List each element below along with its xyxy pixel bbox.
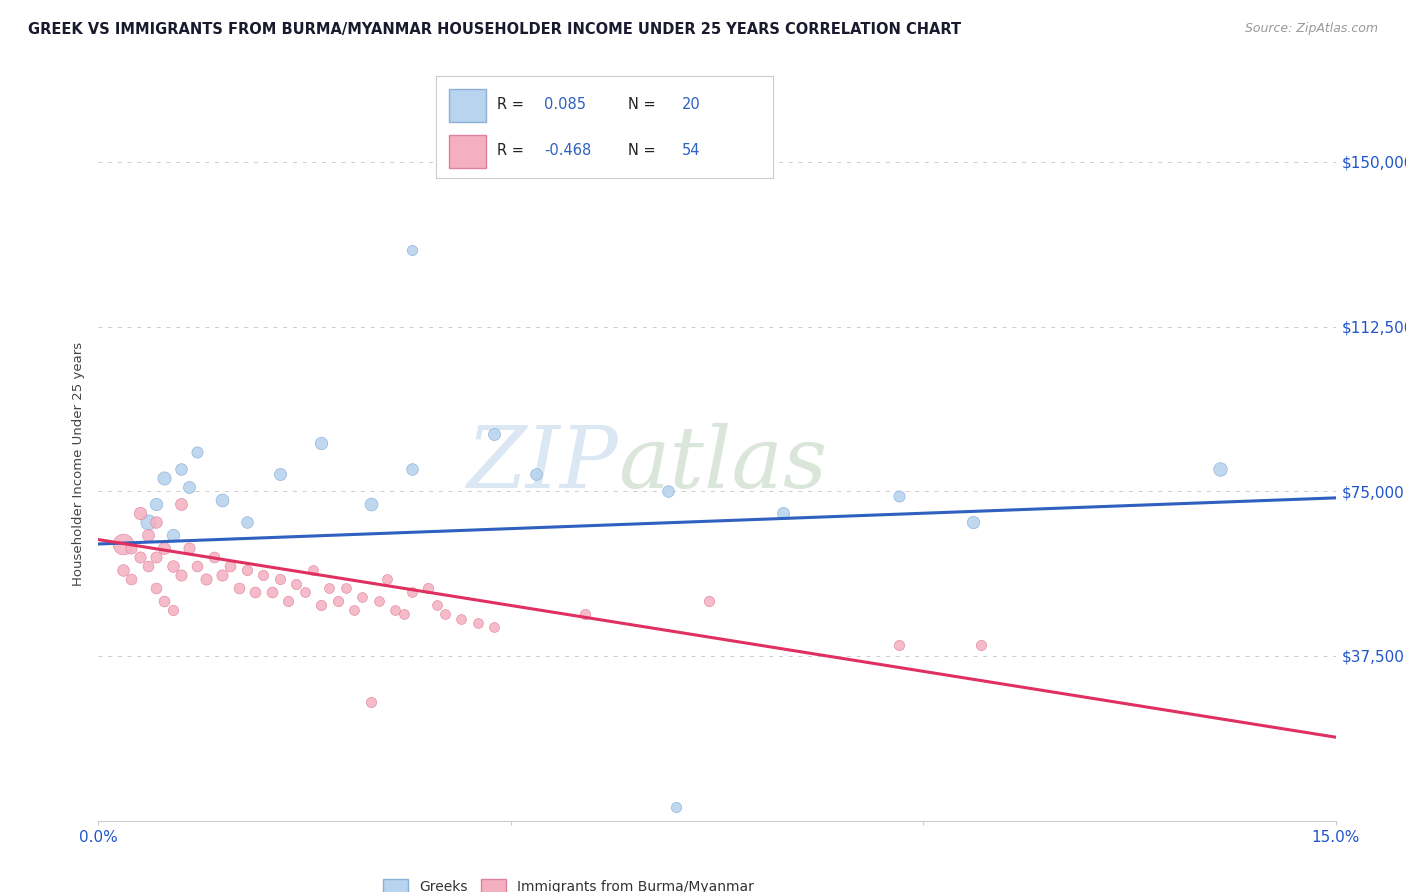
Point (970, 638, 993, 652)
Point (294, 585, 316, 599)
FancyBboxPatch shape (450, 136, 486, 168)
Point (418, 581, 440, 595)
Point (236, 515, 259, 529)
Point (426, 599, 449, 613)
Point (392, 607, 415, 622)
FancyBboxPatch shape (450, 89, 486, 122)
Point (252, 567, 274, 582)
Point (202, 550, 225, 565)
Point (162, 603, 184, 617)
Point (401, 585, 423, 599)
Point (243, 585, 266, 599)
Point (153, 594, 176, 608)
Point (269, 467, 291, 481)
Point (1209, 462, 1232, 476)
Point (128, 506, 150, 520)
Point (153, 541, 176, 556)
Point (433, 607, 456, 622)
Point (170, 498, 193, 512)
Point (352, 590, 374, 604)
Point (343, 603, 366, 617)
Point (186, 444, 208, 458)
Point (179, 541, 201, 556)
Point (887, 489, 910, 503)
Point (401, 462, 423, 476)
Point (360, 695, 382, 709)
Point (574, 607, 596, 622)
Point (384, 603, 406, 617)
Text: 20: 20 (682, 97, 702, 112)
Point (170, 462, 193, 476)
Point (236, 563, 259, 577)
Point (657, 484, 679, 499)
Point (260, 585, 283, 599)
Point (375, 572, 398, 586)
Point (153, 471, 176, 485)
Point (145, 581, 167, 595)
Text: R =: R = (496, 97, 529, 112)
Point (367, 594, 389, 608)
Point (484, 620, 506, 634)
Point (145, 550, 167, 565)
Text: 0.085: 0.085 (544, 97, 586, 112)
Text: 54: 54 (682, 144, 700, 158)
Point (112, 537, 135, 551)
Point (136, 528, 159, 542)
Legend: Greeks, Immigrants from Burma/Myanmar: Greeks, Immigrants from Burma/Myanmar (377, 873, 759, 892)
Point (162, 528, 184, 542)
Point (194, 572, 217, 586)
Text: atlas: atlas (619, 423, 827, 505)
Point (467, 615, 489, 630)
Point (665, 800, 688, 814)
Point (145, 515, 167, 529)
Text: GREEK VS IMMIGRANTS FROM BURMA/MYANMAR HOUSEHOLDER INCOME UNDER 25 YEARS CORRELA: GREEK VS IMMIGRANTS FROM BURMA/MYANMAR H… (28, 22, 962, 37)
Point (136, 515, 159, 529)
Point (120, 541, 142, 556)
Text: Source: ZipAtlas.com: Source: ZipAtlas.com (1244, 22, 1378, 36)
Point (887, 638, 910, 652)
Y-axis label: Householder Income Under 25 years: Householder Income Under 25 years (72, 342, 86, 586)
Point (302, 563, 325, 577)
Text: ZIP: ZIP (467, 423, 619, 505)
Point (309, 599, 332, 613)
Point (179, 480, 201, 494)
Point (211, 493, 233, 508)
Point (360, 498, 382, 512)
Point (162, 558, 184, 573)
Text: R =: R = (496, 144, 529, 158)
Point (524, 467, 547, 481)
Point (186, 558, 208, 573)
Point (401, 243, 423, 257)
Point (277, 594, 299, 608)
Point (309, 436, 332, 450)
Point (112, 563, 135, 577)
Point (269, 572, 291, 586)
Point (962, 515, 984, 529)
Point (120, 572, 142, 586)
Text: -0.468: -0.468 (544, 144, 591, 158)
Point (219, 558, 242, 573)
Point (128, 550, 150, 565)
Point (450, 612, 472, 626)
Point (228, 581, 250, 595)
Point (285, 576, 308, 591)
Point (697, 594, 720, 608)
Point (211, 567, 233, 582)
Point (318, 581, 340, 595)
Point (136, 558, 159, 573)
Point (335, 581, 357, 595)
Point (145, 498, 167, 512)
Text: N =: N = (628, 144, 661, 158)
Text: N =: N = (628, 97, 661, 112)
Point (772, 506, 794, 520)
Point (326, 594, 349, 608)
Point (170, 567, 193, 582)
Point (484, 427, 506, 442)
